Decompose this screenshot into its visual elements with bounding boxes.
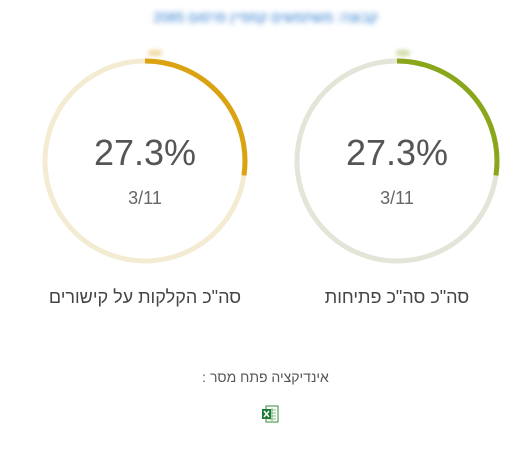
- gauge-clicks-caption: סה"כ הקלקות על קישורים: [48, 287, 242, 307]
- group-title-link[interactable]: קבוצה: משתמשים קמפיין פרסום 2085: [153, 9, 378, 25]
- gauge-marker-clicks: [148, 50, 162, 56]
- gauge-opens-caption: סה"כ סה"כ פתיחות: [324, 287, 470, 307]
- open-indicator-label: אינדיקציה פתח מסר :: [202, 369, 329, 385]
- gauge-clicks: 27.3% 3/11: [40, 56, 250, 266]
- gauge-clicks-fraction: 3/11: [128, 188, 162, 208]
- gauge-opens-ring: [294, 58, 500, 264]
- gauge-clicks-progress: [42, 58, 248, 264]
- gauge-marker-opens: [396, 50, 410, 56]
- gauge-opens: 27.3% 3/11: [292, 56, 502, 266]
- gauge-opens-fraction: 3/11: [380, 188, 414, 208]
- gauge-clicks-ring: [42, 58, 248, 264]
- gauge-opens-percent: 27.3%: [345, 132, 449, 173]
- gauge-clicks-percent: 27.3%: [93, 132, 197, 173]
- excel-icon[interactable]: [261, 405, 279, 423]
- excel-icon-graphic: [262, 405, 279, 423]
- gauge-opens-progress: [294, 58, 500, 264]
